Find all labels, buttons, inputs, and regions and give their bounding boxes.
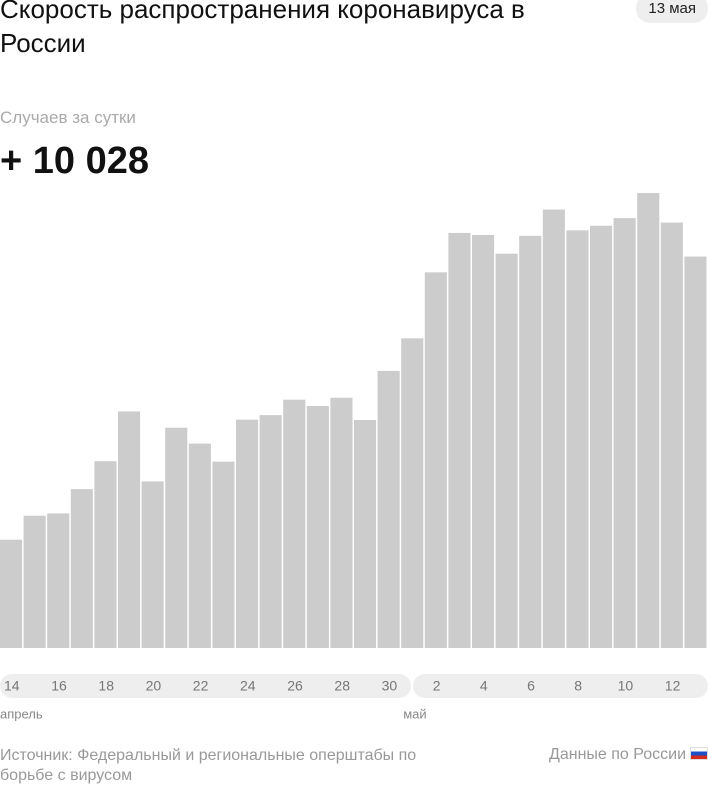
headline: + 10 028 [0,140,149,182]
bar [613,218,636,648]
bar [542,209,565,649]
x-tick-label: 2 [433,678,441,694]
flag [690,747,708,760]
bar [495,253,518,648]
bar [118,411,141,648]
april-track [0,674,411,698]
bar [23,515,46,648]
bar [566,230,589,648]
bar [660,222,683,648]
bar [165,427,188,648]
x-tick-label: 22 [193,678,209,694]
bar [94,461,117,648]
x-tick-label: 20 [146,678,162,694]
x-tick-label: 12 [665,678,681,694]
date-badge: 13 мая [636,0,708,23]
bar [590,225,613,648]
x-tick-label: 26 [287,678,303,694]
month-label: апрель [0,706,43,721]
region-text: Данные по России [549,746,686,763]
bar [401,338,424,648]
bar [212,461,235,648]
month-label: май [403,706,426,721]
bar [306,406,329,648]
bar [354,419,377,648]
x-tick-label: 30 [382,678,398,694]
region-note: Данные по России [549,746,708,764]
bar [377,370,400,648]
bar [259,415,282,648]
x-tick-label: 8 [574,678,582,694]
x-tick-label: 28 [334,678,350,694]
bar [448,232,471,648]
bar [0,539,23,648]
bar [684,256,707,648]
bar [330,397,353,648]
source: Источник: Федеральный и региональные опе… [0,747,417,784]
may-track [413,674,708,698]
bar [236,419,259,648]
x-tick-label: 18 [98,678,114,694]
bar [188,443,211,648]
x-tick-label: 6 [527,678,535,694]
x-tick-label: 10 [618,678,634,694]
bar [283,399,306,648]
bar [519,235,542,649]
bar [70,489,93,648]
x-tick-label: 16 [51,678,67,694]
bar [637,193,660,648]
x-tick-label: 4 [480,678,488,694]
bar [141,481,164,648]
x-tick-label: 14 [4,678,20,694]
bar [472,234,495,648]
x-tick-label: 24 [240,678,256,694]
bar [47,513,70,648]
subtitle: Случаев за сутки [0,108,136,127]
bar [424,272,447,648]
title: Скорость распространения коронавируса в … [0,0,525,58]
